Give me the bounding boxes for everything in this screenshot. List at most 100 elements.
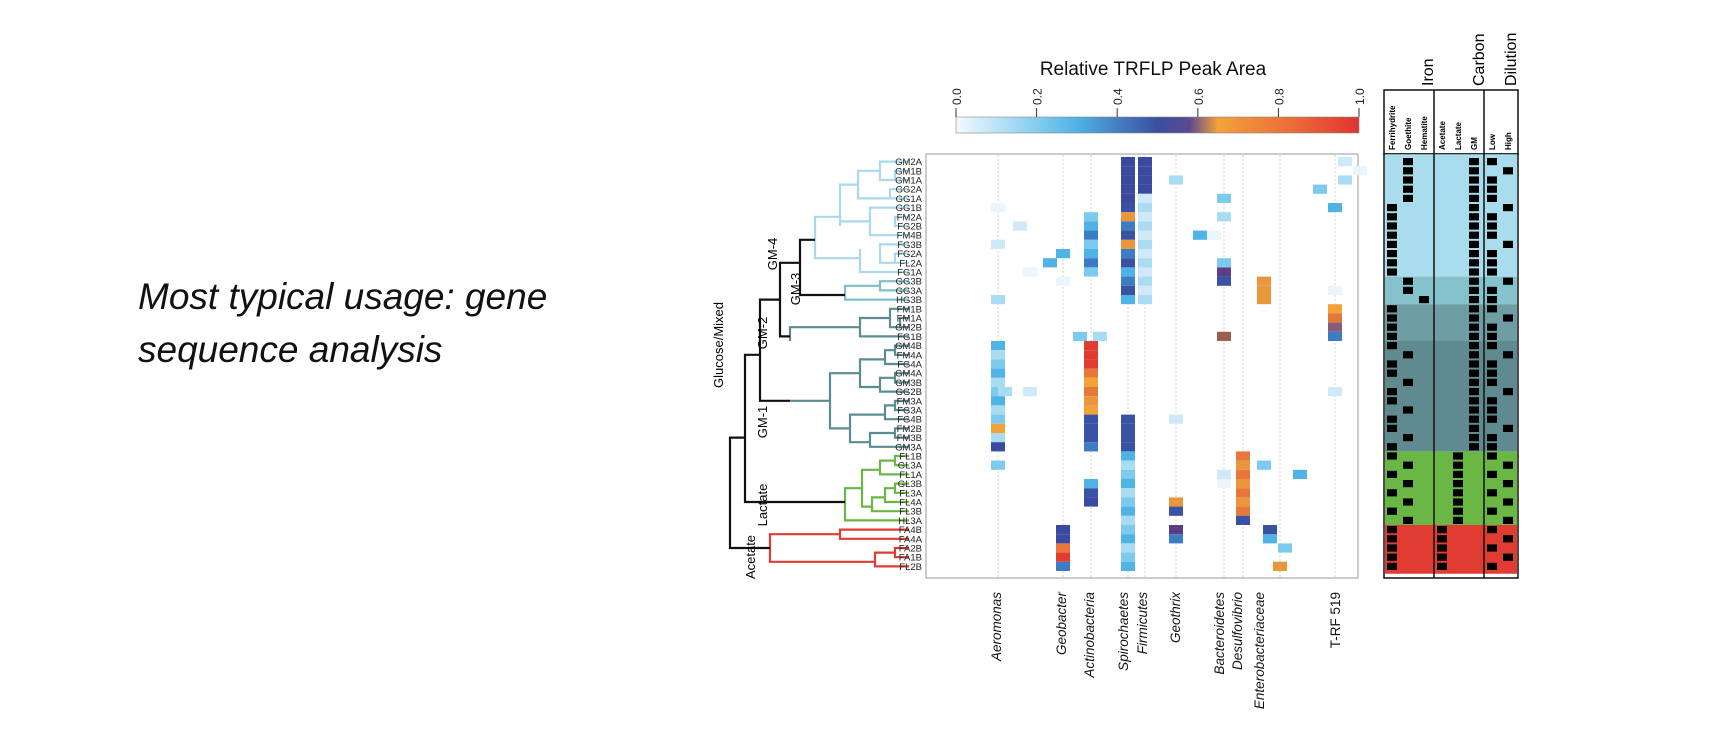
heatmap-cell xyxy=(1169,525,1183,535)
panel-cell xyxy=(1387,424,1397,432)
panel-cell xyxy=(1419,296,1429,304)
heatmap-cell xyxy=(1056,543,1070,553)
panel-cell xyxy=(1387,360,1397,368)
sample-label: HL3A xyxy=(898,516,922,527)
heatmap-cell xyxy=(1121,175,1135,185)
panel-cell xyxy=(1487,397,1497,405)
heatmap-cell xyxy=(1263,534,1277,544)
panel-cell xyxy=(1387,204,1397,212)
heatmap-cell xyxy=(1121,193,1135,203)
heatmap-cell xyxy=(1084,387,1098,397)
metadata-panel: Iron Carbon Dilution Ferrihydrite Goethit… xyxy=(1383,33,1520,579)
heatmap-cell xyxy=(1169,175,1183,185)
sample-label: FA2B xyxy=(899,544,922,555)
heatmap-cell xyxy=(1013,221,1027,231)
heatmap-cell xyxy=(1093,331,1107,341)
heatmap-cell xyxy=(1121,552,1135,562)
sample-label: FA4B xyxy=(899,525,922,536)
panel-cell xyxy=(1453,452,1463,460)
cluster-label-lactate: Lactate xyxy=(755,484,770,527)
taxon-label: Geobacter xyxy=(1054,592,1069,656)
heatmap-cell xyxy=(1169,506,1183,516)
heatmap-cell xyxy=(1084,479,1098,489)
heatmap-cell xyxy=(991,368,1005,378)
heatmap-cell xyxy=(1121,184,1135,194)
heatmap-cell xyxy=(1169,534,1183,544)
heatmap-cell xyxy=(1121,230,1135,240)
cluster-label-gm-1: GM-1 xyxy=(755,406,770,439)
panel-cell xyxy=(1487,332,1497,340)
panel-header-dilution: Dilution xyxy=(1503,33,1520,86)
sample-label: GM4A xyxy=(895,369,923,380)
heatmap-cell xyxy=(1084,341,1098,351)
heatmap-cell xyxy=(1121,460,1135,470)
panel-cell xyxy=(1487,526,1497,534)
panel-cell xyxy=(1387,305,1397,313)
panel-cell xyxy=(1469,222,1479,230)
panel-cell xyxy=(1469,158,1479,166)
panel-cell xyxy=(1469,378,1479,386)
panel-cell xyxy=(1403,277,1413,285)
heatmap-cell xyxy=(1121,451,1135,461)
heatmap-cell xyxy=(1217,193,1231,203)
panel-cell xyxy=(1403,461,1413,469)
heatmap-cell xyxy=(1084,368,1098,378)
panel-cell xyxy=(1487,250,1497,258)
heatmap-cell xyxy=(1084,488,1098,498)
heatmap-cell xyxy=(1084,497,1098,507)
panel-cell xyxy=(1437,535,1447,543)
heatmap-cell xyxy=(1084,433,1098,443)
heatmap-cell xyxy=(1236,479,1250,489)
heatmap-cell xyxy=(991,350,1005,360)
panel-cell xyxy=(1469,204,1479,212)
panel-cell xyxy=(1487,222,1497,230)
panel-cell xyxy=(1453,507,1463,515)
panel-cell xyxy=(1503,498,1513,506)
panel-cell xyxy=(1487,213,1497,221)
heatmap-cell xyxy=(991,295,1005,305)
heatmap-cell xyxy=(1084,212,1098,222)
heatmap-cell xyxy=(1056,249,1070,259)
panel-column-label: Lactate xyxy=(1454,121,1463,150)
heatmap-cell xyxy=(1084,221,1098,231)
heatmap-cell xyxy=(1056,552,1070,562)
panel-cell xyxy=(1403,516,1413,524)
heatmap-cell xyxy=(1121,543,1135,553)
sample-labels: GM2AGM1BGM1AGG2AGG1AGG1BFM2AFG2BFM4BFG3B… xyxy=(895,157,923,573)
panel-cell xyxy=(1387,452,1397,460)
panel-cell xyxy=(1469,415,1479,423)
heatmap-cell xyxy=(1217,267,1231,277)
panel-cell xyxy=(1387,259,1397,267)
sample-label: FG2A xyxy=(897,249,922,260)
sample-label: FL2A xyxy=(899,258,922,269)
heatmap-cell xyxy=(1236,469,1250,479)
panel-cell xyxy=(1403,406,1413,414)
panel-cell xyxy=(1487,268,1497,276)
heatmap-cell xyxy=(1257,460,1271,470)
panel-column-labels: Ferrihydrite Goethite Hematite Acetate Lacta… xyxy=(1388,105,1513,150)
panel-cell xyxy=(1403,185,1413,193)
panel-band xyxy=(1385,525,1517,574)
sample-label: FL1A xyxy=(899,470,922,481)
panel-cell xyxy=(1469,388,1479,396)
heatmap-cell xyxy=(1328,313,1342,323)
heatmap-cell xyxy=(1138,157,1152,167)
panel-cell xyxy=(1387,470,1397,478)
panel-cell xyxy=(1487,296,1497,304)
sample-label: FL3A xyxy=(899,488,922,499)
panel-header-carbon: Carbon xyxy=(1471,34,1488,86)
panel-cell xyxy=(1487,158,1497,166)
sample-label: GM3B xyxy=(895,378,922,389)
taxon-label: Aeromonas xyxy=(989,592,1004,662)
panel-cell xyxy=(1469,213,1479,221)
sample-label: FM2B xyxy=(897,424,922,435)
colorbar-tick-label: 0.6 xyxy=(1192,88,1206,105)
panel-cell xyxy=(1469,323,1479,331)
heatmap-cell xyxy=(1084,258,1098,268)
heatmap-cell xyxy=(1084,405,1098,415)
panel-cell xyxy=(1387,388,1397,396)
cluster-label-gm-2: GM-2 xyxy=(755,317,770,350)
panel-cell xyxy=(1387,240,1397,248)
panel-cell xyxy=(1487,323,1497,331)
